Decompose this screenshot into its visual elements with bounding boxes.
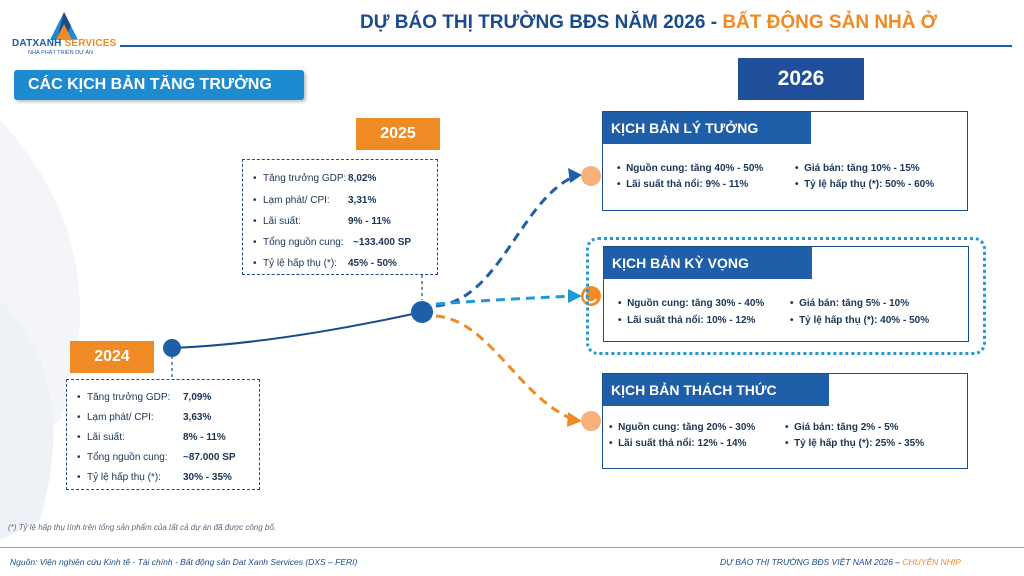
scenario-challenge-card: KỊCH BẢN THÁCH THỨC • Nguồn cung: tăng 2… — [602, 373, 968, 469]
stat-row: • Lãi suất: 9% - 11% — [253, 216, 391, 227]
scenario-challenge-price: • Giá bán: tăng 2% - 5% — [785, 422, 899, 433]
header-divider — [120, 45, 1012, 47]
year-badge-2026: 2026 — [738, 58, 864, 100]
stat-row: • Tổng nguồn cung: ~133.400 SP — [253, 237, 412, 248]
scenario-ideal-title: KỊCH BẢN LÝ TƯỞNG — [603, 112, 811, 144]
footer-report-title: DỰ BÁO THỊ TRƯỜNG BĐS VIỆT NAM 2026 – CH… — [720, 557, 961, 567]
scenario-ideal-absorption: • Tỷ lệ hấp thụ (*): 50% - 60% — [795, 179, 935, 190]
stat-row: • Tỷ lệ hấp thụ (*): 30% - 35% — [77, 472, 232, 483]
scenario-ideal-card: KỊCH BẢN LÝ TƯỞNG • Nguồn cung: tăng 40%… — [602, 111, 968, 211]
stat-row: • Lãi suất: 8% - 11% — [77, 432, 226, 443]
footer-source: Nguồn: Viện nghiên cứu Kinh tế - Tài chí… — [10, 557, 358, 567]
scenario-ideal-rate: • Lãi suất thả nổi: 9% - 11% — [617, 179, 749, 190]
stat-row: • Lạm phát/ CPI: 3,63% — [77, 412, 212, 423]
scenario-challenge-rate: • Lãi suất thả nổi: 12% - 14% — [609, 438, 747, 449]
stat-row: • Tổng nguồn cung: ~87.000 SP — [77, 452, 236, 463]
year-badge-2025: 2025 — [356, 118, 440, 150]
arrow-to-ideal — [435, 174, 576, 308]
node-ideal — [581, 166, 601, 186]
scenario-expected-price: • Giá bán: tăng 5% - 10% — [790, 298, 910, 309]
scenario-ideal-supply: • Nguồn cung: tăng 40% - 50% — [617, 163, 764, 174]
scenario-expected-absorption: • Tỷ lệ hấp thụ (*): 40% - 50% — [790, 315, 930, 326]
year-badge-2024: 2024 — [70, 341, 154, 373]
node-challenge — [581, 411, 601, 431]
section-title: CÁC KỊCH BẢN TĂNG TRƯỞNG — [14, 70, 304, 100]
stat-row: • Tăng trưởng GDP: 7,09% — [77, 392, 212, 403]
footer-divider — [0, 547, 1024, 548]
logo-icon — [50, 12, 78, 40]
scenario-challenge-absorption: • Tỷ lệ hấp thụ (*): 25% - 35% — [785, 438, 925, 449]
logo-wordmark: DATXANH SERVICES — [12, 38, 117, 49]
stats-box-2025: • Tăng trưởng GDP: 8,02% • Lạm phát/ CPI: 3,… — [242, 159, 438, 275]
scenario-challenge-supply: • Nguồn cung: tăng 20% - 30% — [609, 422, 756, 433]
arrow-to-expected — [435, 294, 576, 306]
scenario-expected-title: KỊCH BẢN KỲ VỌNG — [604, 247, 812, 279]
page-title: DỰ BÁO THỊ TRƯỜNG BĐS NĂM 2026 - BẤT ĐỘN… — [360, 12, 937, 33]
node-2025 — [411, 301, 433, 323]
stat-row: • Lạm phát/ CPI: 3,31% — [253, 195, 377, 206]
scenario-expected-supply: • Nguồn cung: tăng 30% - 40% — [618, 298, 765, 309]
arrow-to-challenge — [435, 314, 576, 422]
scenario-expected-card: KỊCH BẢN KỲ VỌNG • Nguồn cung: tăng 30% … — [603, 246, 969, 342]
node-2024 — [163, 339, 181, 357]
stats-box-2024: • Tăng trưởng GDP: 7,09% • Lạm phát/ CPI: 3,… — [66, 379, 260, 490]
scenario-expected-highlight — [586, 237, 986, 355]
timeline-line — [171, 311, 423, 349]
stat-row: • Tỷ lệ hấp thụ (*): 45% - 50% — [253, 258, 397, 269]
logo-tagline: NHÀ PHÁT TRIỂN DỰ ÁN — [28, 50, 94, 56]
scenario-expected-rate: • Lãi suất thả nổi: 10% - 12% — [618, 315, 756, 326]
footnote: (*) Tỷ lệ hấp thụ tính trên tổng sản phẩ… — [8, 523, 277, 532]
scenario-challenge-title: KỊCH BẢN THÁCH THỨC — [603, 374, 829, 406]
stat-row: • Tăng trưởng GDP: 8,02% — [253, 173, 377, 184]
scenario-ideal-price: • Giá bán: tăng 10% - 15% — [795, 163, 920, 174]
